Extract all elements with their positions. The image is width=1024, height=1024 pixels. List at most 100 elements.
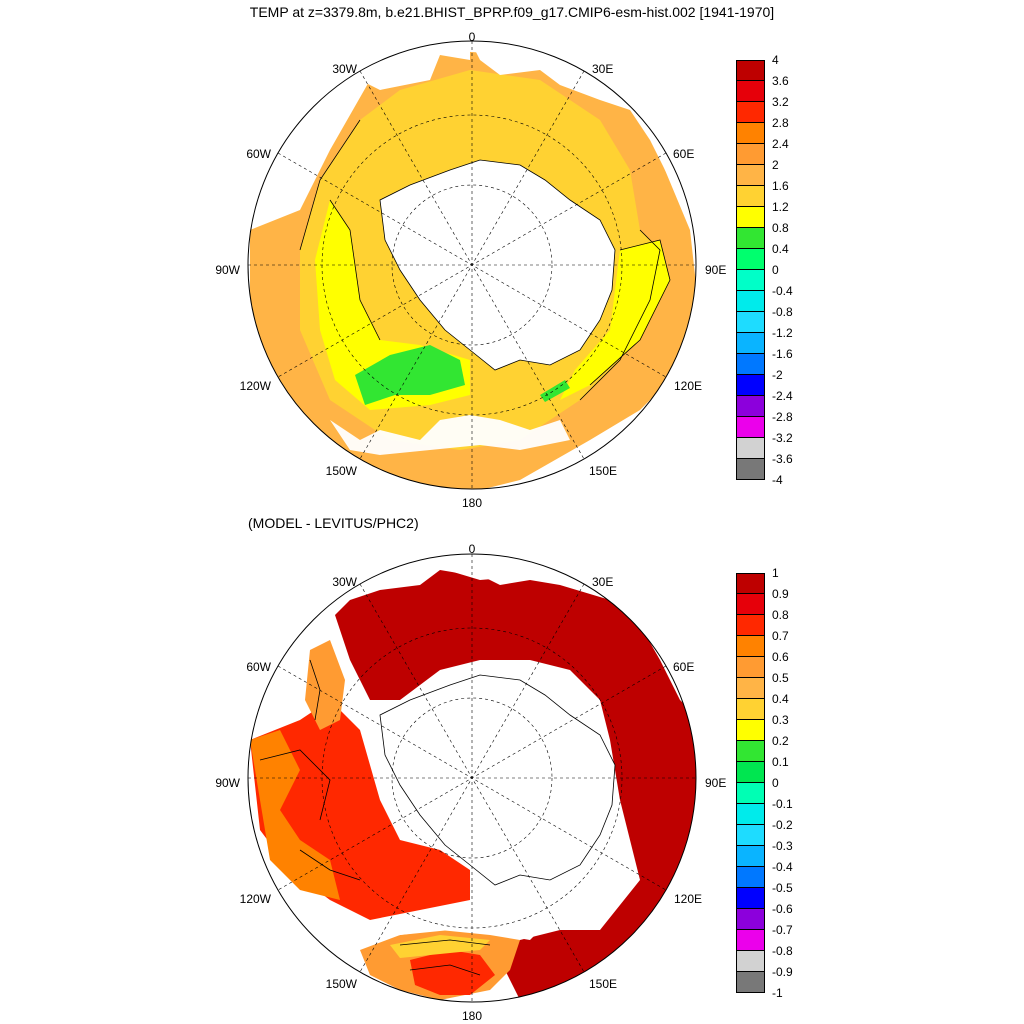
top-field-green [355,345,465,405]
colorbar-tick-label: -0.1 [772,797,793,811]
colorbar-swatch [736,951,765,972]
colorbar-swatch [736,657,765,678]
bottom-lon-60w: 60W [246,660,271,674]
top-field-green-2 [540,380,570,402]
difference-subtitle: (MODEL - LEVITUS/PHC2) [248,515,419,531]
colorbar-swatch [736,228,765,249]
top-lon-120e: 120E [674,379,702,393]
colorbar-tick-label: -0.7 [772,923,793,937]
colorbar-swatch [736,165,765,186]
top-field-yellow-e [560,240,670,400]
colorbar-tick-label: -4 [772,473,783,487]
colorbar-swatch [736,144,765,165]
colorbar-tick-label: 0.8 [772,608,789,622]
colorbar-tick-label: 2 [772,158,779,172]
colorbar-swatch [736,678,765,699]
colorbar-swatch [736,594,765,615]
top-lon-180: 180 [462,496,482,510]
top-antarctica [379,159,616,371]
colorbar-tick-label: -0.2 [772,818,793,832]
top-lon-30w: 30W [332,62,357,76]
colorbar-tick-label: 1.2 [772,200,789,214]
colorbar-swatch [736,186,765,207]
top-lon-150w: 150W [326,464,358,478]
colorbar-tick-label: 1 [772,566,779,580]
top-lon-60w: 60W [246,147,271,161]
colorbar-tick-label: -2.8 [772,410,793,424]
bottom-field-south-yellow [390,935,490,958]
colorbar-tick-label: 0.3 [772,713,789,727]
bottom-lon-120w: 120W [240,892,272,906]
colorbar-swatch [736,102,765,123]
colorbar-tick-label: 0.7 [772,629,789,643]
colorbar-swatch [736,615,765,636]
bottom-colorbar: 1 0.9 0.8 0.7 0.6 0.5 0.4 0.3 0.2 0.1 0 -0.1 -0.2 -0.… [736,567,816,999]
top-lon-90e: 90E [705,263,726,277]
colorbar-tick-label: 0 [772,263,779,277]
top-polar-map: 0 30E 60E 90E 120E 150E 180 150W 120W 90… [215,30,726,510]
colorbar-tick-label: 0 [772,776,779,790]
top-map-field [248,41,696,489]
colorbar-swatch [736,573,765,594]
colorbar-tick-label: -0.3 [772,839,793,853]
top-lon-0: 0 [469,30,476,44]
bottom-field-south-red [410,950,495,995]
colorbar-swatch [736,825,765,846]
colorbar-tick-label: 0.6 [772,650,789,664]
colorbar-swatch [736,972,765,993]
colorbar-swatch [736,720,765,741]
colorbar-swatch [736,123,765,144]
colorbar-tick-label: -2 [772,368,783,382]
colorbar-swatch [736,459,765,480]
colorbar-swatch [736,354,765,375]
colorbar-tick-label: 0.8 [772,221,789,235]
bottom-lon-60e: 60E [673,660,694,674]
colorbar-tick-label: -0.6 [772,902,793,916]
colorbar-swatch [736,396,765,417]
colorbar-swatch [736,81,765,102]
colorbar-tick-label: 1.6 [772,179,789,193]
colorbar-tick-label: -2.4 [772,389,793,403]
bottom-lon-150w: 150W [326,977,358,991]
top-colorbar: 4 3.6 3.2 2.8 2.4 2 1.6 1.2 0.8 0.4 0 -0.4 -0.8 -1.2 -… [736,54,816,486]
colorbar-tick-label: -0.8 [772,944,793,958]
bottom-lon-30e: 30E [592,575,613,589]
colorbar-tick-label: 4 [772,53,779,67]
colorbar-tick-label: -1.6 [772,347,793,361]
bottom-field-darkred [330,565,696,1000]
bottom-lon-150e: 150E [589,977,617,991]
plot-title: TEMP at z=3379.8m, b.e21.BHIST_BPRP.f09_… [249,4,775,20]
bottom-lon-90w: 90W [215,776,240,790]
colorbar-tick-label: -0.4 [772,284,793,298]
colorbar-tick-label: -1 [772,986,783,1000]
colorbar-swatch [736,375,765,396]
colorbar-tick-label: -1.2 [772,326,793,340]
bottom-lon-120e: 120E [674,892,702,906]
bottom-lon-30w: 30W [332,575,357,589]
colorbar-swatch [736,699,765,720]
colorbar-swatch [736,333,765,354]
colorbar-swatch [736,207,765,228]
colorbar-tick-label: -0.4 [772,860,793,874]
colorbar-swatch [736,291,765,312]
colorbar-swatch [736,636,765,657]
colorbar-tick-label: 3.6 [772,74,789,88]
colorbar-swatch [736,930,765,951]
colorbar-tick-label: -0.5 [772,881,793,895]
colorbar-tick-label: 0.1 [772,755,789,769]
colorbar-swatch [736,741,765,762]
colorbar-swatch [736,888,765,909]
bottom-field-orange [250,730,340,900]
colorbar-swatch [736,270,765,291]
colorbar-swatch [736,867,765,888]
colorbar-swatch [736,762,765,783]
colorbar-swatch [736,804,765,825]
top-lon-30e: 30E [592,62,613,76]
bottom-lon-0: 0 [469,542,476,556]
bottom-lon-180: 180 [462,1009,482,1023]
colorbar-swatch [736,783,765,804]
colorbar-swatch [736,417,765,438]
bottom-antarctica [379,674,616,886]
colorbar-swatch [736,60,765,81]
